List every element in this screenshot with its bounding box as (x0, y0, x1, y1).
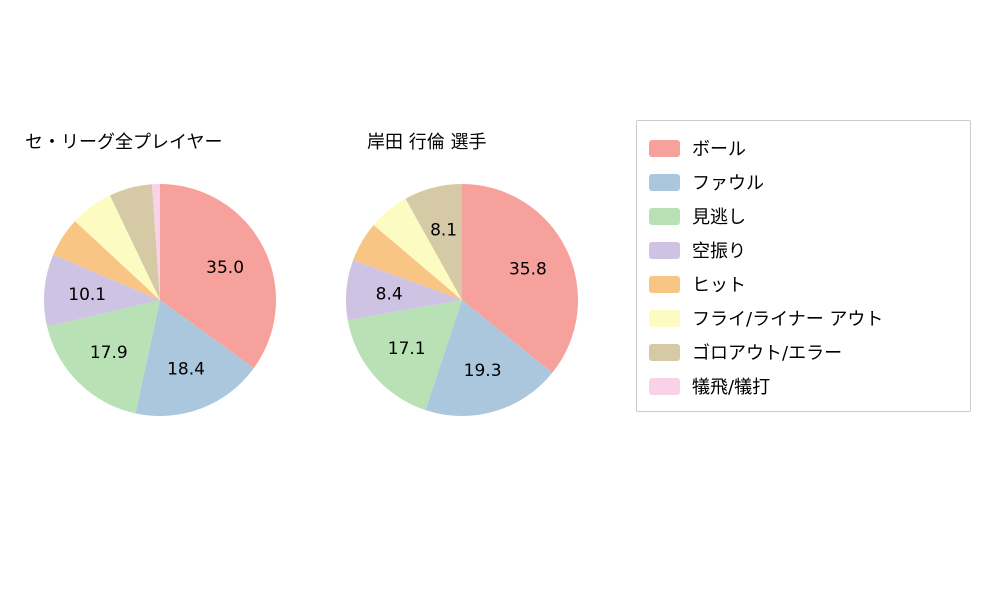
legend-label: 見逃し (692, 207, 746, 228)
pie-slice-7 (151, 184, 160, 300)
pie-slice-value-label: 8.1 (430, 220, 457, 240)
legend-label: 空振り (692, 241, 746, 262)
pie-slice-3 (43, 254, 161, 327)
pie-slice-5 (373, 198, 462, 300)
legend-item: ボール (649, 131, 970, 165)
legend-swatch (649, 309, 680, 327)
pie-slice-4 (353, 224, 462, 300)
pie-slice-1 (425, 300, 553, 417)
legend-swatch (649, 207, 680, 225)
legend-label: ヒット (692, 275, 746, 296)
legend-item: フライ/ライナー アウト (649, 301, 970, 335)
legend-label: 犠飛/犠打 (692, 377, 771, 398)
pie-slice-4 (53, 221, 160, 300)
pie-slice-value-label: 10.1 (68, 285, 106, 305)
pie-slice-6 (109, 184, 160, 300)
pie-slice-3 (346, 260, 462, 321)
pie-chart-league: 35.0 18.4 17.9 10.1 (43, 184, 277, 416)
pie-slice-value-label: 19.3 (464, 361, 502, 381)
pie-slice-0 (160, 184, 277, 369)
pie-title-player: 岸田 行倫 選手 (367, 132, 487, 153)
pie-slice-5 (74, 195, 160, 300)
legend-label: ボール (692, 139, 746, 160)
legend: ボールファウル見逃し空振りヒットフライ/ライナー アウト ゴロアウト/エラー 犠飛/… (636, 120, 971, 412)
legend-item: 犠飛/犠打 (649, 369, 970, 403)
pie-title-league: セ・リーグ全プレイヤー (25, 132, 223, 153)
pie-slice-0 (462, 184, 578, 373)
legend-label: ゴロアウト/エラー (692, 343, 843, 364)
pie-slice-value-label: 18.4 (167, 359, 205, 379)
pie-slice-value-label: 17.9 (90, 343, 128, 363)
legend-swatch (649, 139, 680, 157)
legend-label: フライ/ライナー アウト (692, 309, 884, 330)
pie-slice-1 (135, 300, 254, 416)
legend-swatch (649, 275, 680, 293)
pie-chart-player: 35.8 19.3 17.1 8.4 8.1 (346, 184, 578, 417)
pie-slice-value-label: 17.1 (388, 339, 426, 359)
pie-slice-value-label: 8.4 (376, 285, 403, 305)
pie-slice-2 (347, 300, 462, 411)
legend-swatch (649, 343, 680, 361)
pie-slice-value-label: 35.8 (509, 260, 547, 280)
legend-swatch (649, 241, 680, 259)
legend-item: 見逃し (649, 199, 970, 233)
pie-slice-6 (405, 184, 462, 300)
pie-slice-value-label: 35.0 (206, 258, 244, 278)
legend-item: ファウル (649, 165, 970, 199)
pie-slice-2 (47, 300, 161, 414)
legend-swatch (649, 377, 680, 395)
legend-item: ゴロアウト/エラー (649, 335, 970, 369)
legend-label: ファウル (692, 173, 764, 194)
legend-item: ヒット (649, 267, 970, 301)
legend-item: 空振り (649, 233, 970, 267)
legend-swatch (649, 173, 680, 191)
